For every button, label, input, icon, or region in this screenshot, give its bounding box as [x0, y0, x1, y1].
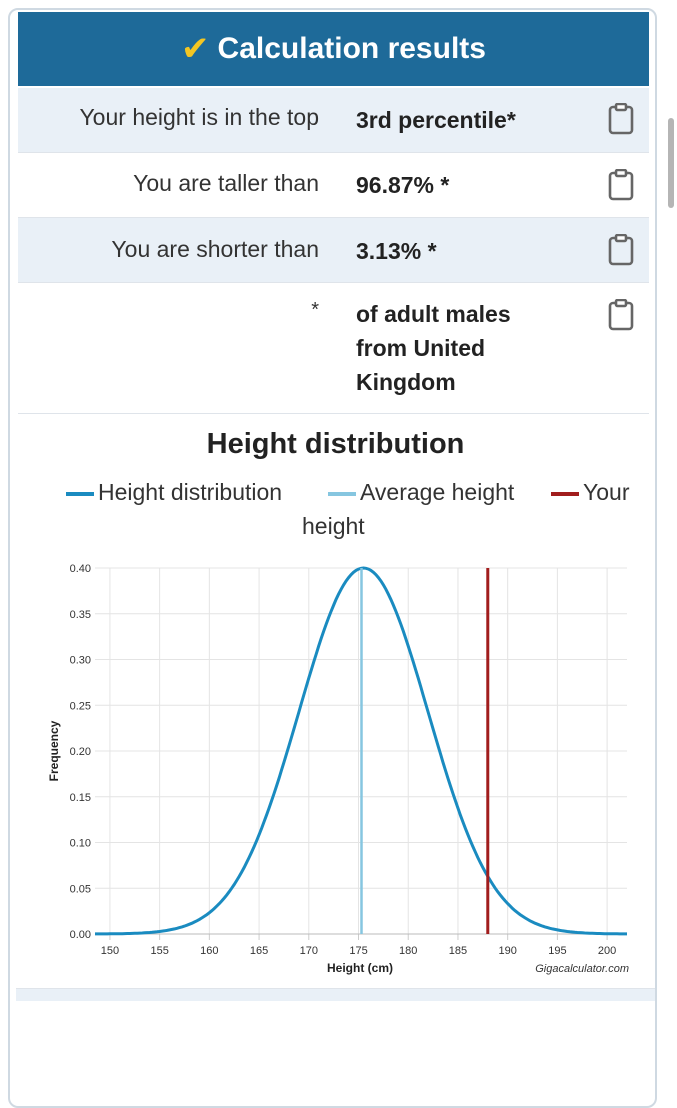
y-tick-label: 0.15 [70, 792, 91, 804]
y-tick-label: 0.20 [70, 746, 91, 758]
results-panel: ✔ Calculation results Your height is in … [8, 8, 657, 1108]
chart-credit: Gigacalculator.com [535, 963, 629, 975]
y-tick-label: 0.30 [70, 655, 91, 667]
x-tick-label: 200 [598, 945, 616, 957]
result-label: Your height is in the top [79, 104, 319, 130]
x-tick-label: 195 [548, 945, 566, 957]
result-row-shorter: You are shorter than 3.13% * [18, 218, 649, 283]
y-tick-label: 0.00 [70, 929, 91, 941]
checkmark-icon: ✔ [181, 30, 210, 68]
y-tick-label: 0.25 [70, 700, 91, 712]
result-value: 3.13% * [356, 238, 437, 264]
x-tick-label: 170 [300, 945, 318, 957]
result-row-population: * of adult males from United Kingdom [18, 283, 649, 414]
legend-swatch [328, 491, 356, 496]
legend-item-average[interactable]: Average height [328, 479, 514, 506]
x-tick-label: 180 [399, 945, 417, 957]
results-title: Calculation results [217, 32, 486, 65]
result-row-percentile: Your height is in the top 3rd percentile… [18, 88, 649, 153]
clipboard-icon[interactable] [608, 169, 634, 201]
population-text: of adult males from United Kingdom [356, 297, 511, 399]
x-axis-label: Height (cm) [327, 961, 393, 975]
result-label: You are taller than [133, 170, 319, 196]
result-value: 3rd percentile* [356, 107, 516, 133]
result-row-taller: You are taller than 96.87% * [18, 153, 649, 218]
legend-label: Your [583, 479, 630, 505]
x-tick-label: 150 [101, 945, 119, 957]
result-label: You are shorter than [111, 236, 319, 262]
chart-title: Height distribution [206, 428, 465, 460]
x-tick-label: 175 [349, 945, 367, 957]
legend-item-distribution[interactable]: Height distribution [66, 479, 282, 506]
legend-label: Average height [360, 479, 515, 505]
y-tick-label: 0.05 [70, 883, 91, 895]
legend-swatch [66, 491, 94, 496]
legend-swatch [551, 491, 579, 496]
x-tick-label: 165 [250, 945, 268, 957]
x-tick-label: 190 [498, 945, 516, 957]
x-tick-label: 155 [150, 945, 168, 957]
population-line: Kingdom [356, 369, 456, 395]
y-tick-label: 0.10 [70, 838, 91, 850]
legend-item-your-height[interactable]: Your [551, 479, 629, 506]
result-value: 96.87% * [356, 172, 450, 198]
y-tick-label: 0.40 [70, 563, 91, 575]
population-line: of adult males [356, 301, 511, 327]
results-header: ✔ Calculation results [18, 12, 649, 86]
y-tick-label: 0.35 [70, 609, 91, 621]
height-distribution-chart: 150 155 160 165 170 175 180 185 190 195 200 0.00 0.0… [47, 563, 629, 975]
legend-label: Height distribution [98, 479, 283, 505]
legend-label-wrap: height [302, 513, 365, 539]
x-tick-label: 160 [200, 945, 218, 957]
next-row [16, 988, 655, 1001]
clipboard-icon[interactable] [608, 299, 634, 331]
clipboard-icon[interactable] [608, 234, 634, 266]
y-axis-label: Frequency [47, 720, 61, 781]
x-tick-label: 185 [449, 945, 467, 957]
clipboard-icon[interactable] [608, 103, 634, 135]
scrollbar-thumb[interactable] [668, 118, 674, 208]
population-line: from United [356, 335, 486, 361]
footnote-asterisk: * [311, 299, 319, 321]
